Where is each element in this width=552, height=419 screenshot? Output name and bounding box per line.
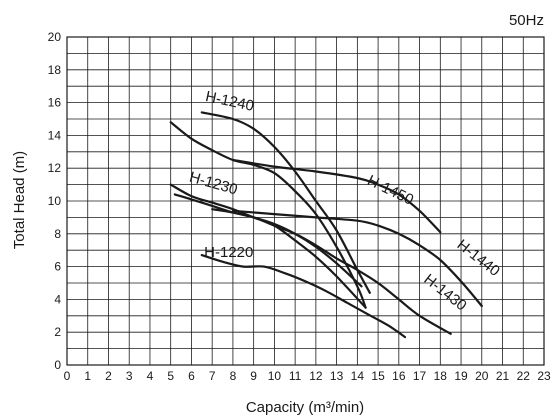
- x-tick-label: 6: [188, 369, 195, 383]
- x-tick-label: 23: [537, 369, 551, 383]
- x-tick-label: 4: [147, 369, 154, 383]
- x-tick-label: 0: [64, 369, 71, 383]
- x-tick-label: 18: [434, 369, 448, 383]
- x-tick-label: 9: [250, 369, 257, 383]
- curve-label-h-1430: H-1430: [421, 271, 470, 315]
- performance-curves: [169, 111, 483, 339]
- x-tick-label: 16: [392, 369, 406, 383]
- plot-frame: [66, 36, 545, 366]
- y-tick-label: 18: [48, 63, 62, 77]
- x-tick-label: 20: [475, 369, 489, 383]
- x-tick-label: 12: [309, 369, 323, 383]
- x-tick-label: 1: [84, 369, 91, 383]
- curve-h-1220-1: [200, 254, 407, 339]
- x-tick-label: 3: [126, 369, 133, 383]
- frequency-label: 50Hz: [509, 12, 544, 29]
- curve-label-h-1450: H-1450: [365, 172, 417, 209]
- x-axis-ticks: 0 1 2 3 4 5 6 7 8 9 10 11 12 13 14 15 16 17 18 19 20 21 22 23: [64, 369, 551, 383]
- y-axis-ticks: 0 2 4 6 8 10 12 14 16 18 20: [48, 30, 62, 372]
- x-tick-label: 7: [209, 369, 216, 383]
- x-axis-title: Capacity (m³/min): [246, 399, 364, 416]
- curve-label-h-1220: H-1220: [204, 244, 253, 261]
- y-axis-title: Total Head (m): [11, 151, 28, 249]
- y-tick-label: 8: [54, 227, 61, 241]
- x-tick-label: 11: [289, 369, 302, 383]
- x-tick-label: 10: [268, 369, 282, 383]
- y-tick-label: 0: [54, 358, 61, 372]
- x-tick-label: 21: [496, 369, 510, 383]
- y-tick-label: 14: [48, 128, 62, 142]
- y-tick-label: 16: [48, 96, 62, 110]
- x-tick-label: 17: [413, 369, 427, 383]
- curve-h-1240-1: [200, 111, 371, 294]
- x-tick-label: 22: [517, 369, 531, 383]
- y-tick-label: 10: [48, 194, 62, 208]
- y-tick-label: 20: [48, 30, 62, 44]
- curve-h-1430-1: [211, 208, 452, 335]
- x-tick-label: 8: [230, 369, 237, 383]
- x-tick-label: 15: [371, 369, 385, 383]
- y-tick-label: 12: [48, 161, 62, 175]
- x-tick-label: 19: [454, 369, 468, 383]
- curve-h-1240-2: [169, 121, 367, 309]
- x-tick-label: 14: [351, 369, 365, 383]
- curve-label-h-1240: H-1240: [204, 88, 256, 115]
- y-tick-label: 2: [54, 325, 61, 339]
- y-tick-label: 4: [54, 292, 61, 306]
- curve-label-h-1230: H-1230: [187, 169, 239, 199]
- y-tick-label: 6: [54, 260, 61, 274]
- curve-h-1440-1: [231, 209, 483, 308]
- x-tick-label: 5: [167, 369, 174, 383]
- curve-h-1450-1: [231, 158, 442, 234]
- x-tick-label: 2: [105, 369, 112, 383]
- x-tick-label: 13: [330, 369, 344, 383]
